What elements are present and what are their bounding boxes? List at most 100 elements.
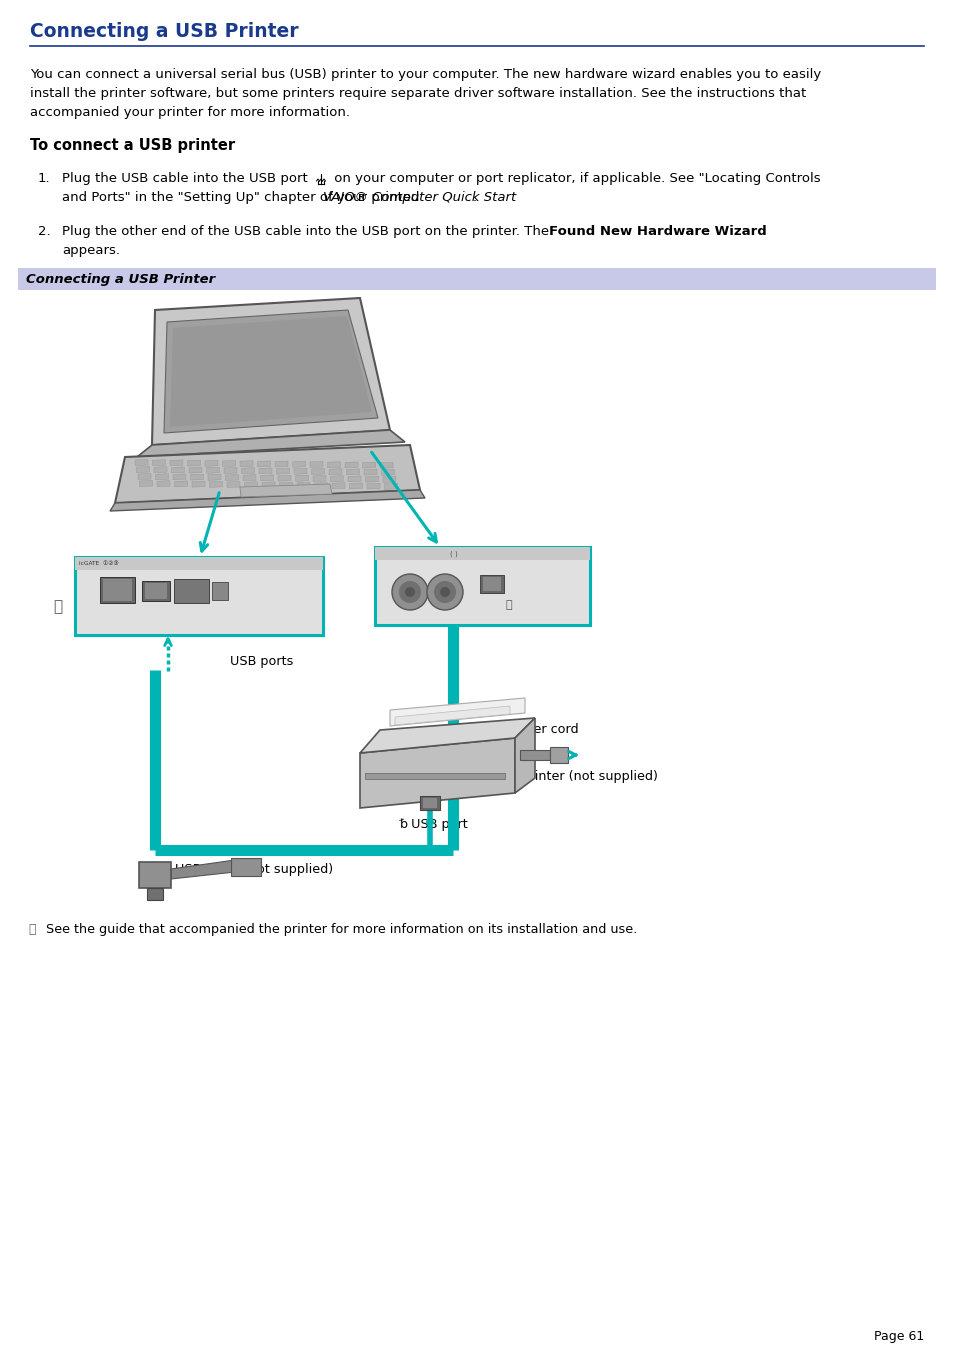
Polygon shape: [224, 467, 236, 473]
Polygon shape: [515, 717, 535, 793]
Polygon shape: [314, 482, 327, 489]
Polygon shape: [206, 467, 219, 473]
Bar: [375, 547, 589, 626]
Bar: [479, 576, 503, 593]
Polygon shape: [153, 466, 167, 473]
Polygon shape: [227, 481, 240, 488]
Text: Printer (not supplied): Printer (not supplied): [521, 770, 658, 784]
Polygon shape: [390, 698, 524, 725]
Text: USB ports: USB ports: [230, 655, 294, 667]
Polygon shape: [135, 459, 148, 466]
Polygon shape: [327, 462, 340, 467]
Text: USB cable (not supplied): USB cable (not supplied): [174, 863, 333, 877]
Polygon shape: [279, 482, 293, 488]
Polygon shape: [170, 316, 372, 427]
Polygon shape: [139, 481, 152, 486]
Text: appears.: appears.: [62, 245, 120, 257]
Polygon shape: [138, 473, 151, 480]
Bar: [365, 773, 504, 780]
Bar: [550, 747, 567, 763]
Bar: [18, 267, 935, 290]
Text: 1.: 1.: [38, 172, 51, 185]
Circle shape: [398, 581, 420, 603]
Text: ␢ USB port: ␢ USB port: [399, 817, 468, 831]
Polygon shape: [277, 476, 291, 481]
Polygon shape: [172, 467, 184, 473]
Text: Page 61: Page 61: [873, 1329, 923, 1343]
Circle shape: [427, 574, 462, 611]
Polygon shape: [152, 459, 165, 466]
Polygon shape: [243, 474, 255, 481]
Bar: [482, 577, 500, 590]
Polygon shape: [210, 481, 222, 488]
Bar: [142, 581, 170, 601]
Bar: [75, 557, 323, 570]
Bar: [100, 577, 135, 603]
Text: 📎: 📎: [28, 923, 35, 936]
Bar: [147, 888, 163, 900]
Polygon shape: [382, 477, 395, 482]
Polygon shape: [260, 476, 274, 481]
Polygon shape: [348, 476, 360, 482]
Bar: [212, 582, 228, 600]
Polygon shape: [171, 861, 234, 880]
Text: .: .: [473, 190, 476, 204]
Polygon shape: [274, 461, 288, 467]
Polygon shape: [155, 474, 169, 480]
Text: ( ): ( ): [450, 550, 457, 557]
Polygon shape: [192, 481, 205, 488]
Text: You can connect a universal serial bus (USB) printer to your computer. The new h: You can connect a universal serial bus (…: [30, 68, 821, 81]
Bar: [422, 798, 436, 808]
Polygon shape: [359, 717, 535, 753]
Polygon shape: [381, 469, 395, 476]
Polygon shape: [137, 430, 405, 457]
Text: See the guide that accompanied the printer for more information on its installat: See the guide that accompanied the print…: [46, 923, 637, 936]
Polygon shape: [189, 467, 202, 473]
Bar: [519, 750, 550, 761]
Polygon shape: [136, 466, 150, 473]
Polygon shape: [362, 462, 375, 467]
Polygon shape: [191, 474, 203, 480]
Polygon shape: [257, 461, 271, 467]
Polygon shape: [225, 474, 238, 481]
Bar: [231, 858, 261, 875]
Text: Connecting a USB Printer: Connecting a USB Printer: [26, 273, 214, 286]
Polygon shape: [205, 461, 218, 466]
Polygon shape: [240, 461, 253, 466]
Polygon shape: [345, 462, 357, 467]
Polygon shape: [164, 309, 377, 434]
Text: VAIO® Computer Quick Start: VAIO® Computer Quick Start: [323, 190, 516, 204]
Circle shape: [434, 581, 456, 603]
Circle shape: [439, 586, 450, 597]
Polygon shape: [346, 469, 359, 476]
Polygon shape: [313, 476, 326, 481]
Polygon shape: [296, 482, 310, 488]
Polygon shape: [276, 467, 289, 474]
Text: Plug the USB cable into the USB port: Plug the USB cable into the USB port: [62, 172, 308, 185]
Polygon shape: [115, 444, 419, 503]
Bar: [419, 796, 439, 811]
Bar: [139, 862, 171, 888]
Bar: [75, 557, 323, 635]
Text: Plug the other end of the USB cable into the USB port on the printer. The: Plug the other end of the USB cable into…: [62, 226, 553, 238]
Bar: [375, 547, 589, 561]
Polygon shape: [170, 459, 183, 466]
Polygon shape: [110, 490, 424, 511]
Polygon shape: [329, 469, 341, 474]
Text: Connecting a USB Printer: Connecting a USB Printer: [30, 22, 298, 41]
Circle shape: [405, 586, 415, 597]
Bar: [103, 580, 132, 601]
Text: ␡: ␡: [53, 600, 62, 615]
Text: and Ports" in the "Setting Up" chapter of your printed: and Ports" in the "Setting Up" chapter o…: [62, 190, 423, 204]
Polygon shape: [310, 462, 323, 467]
Polygon shape: [364, 469, 376, 476]
Polygon shape: [295, 476, 308, 481]
Text: Power cord: Power cord: [507, 723, 578, 736]
Bar: [173, 580, 209, 603]
Text: install the printer software, but some printers require separate driver software: install the printer software, but some p…: [30, 86, 805, 100]
Polygon shape: [379, 462, 393, 469]
Polygon shape: [174, 481, 188, 486]
Text: on your computer or port replicator, if applicable. See "Locating Controls: on your computer or port replicator, if …: [330, 172, 820, 185]
Polygon shape: [240, 484, 332, 497]
Polygon shape: [359, 738, 515, 808]
